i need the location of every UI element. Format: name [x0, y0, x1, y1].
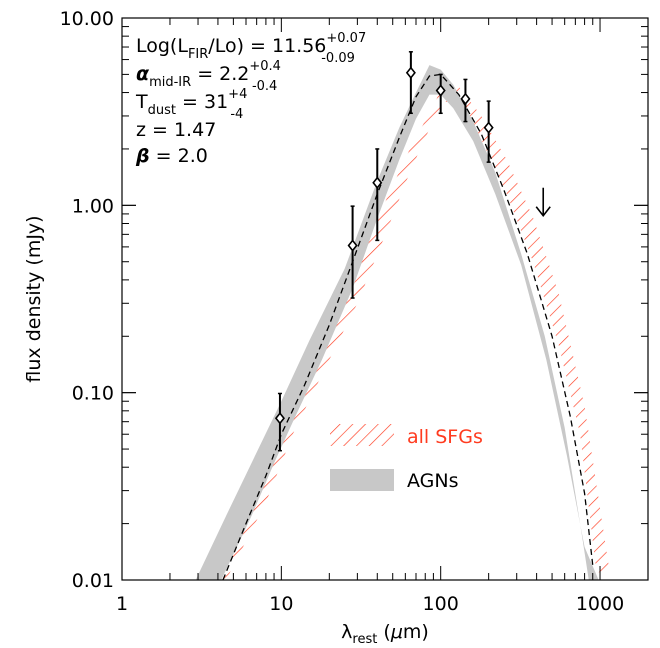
ticks-layer	[121, 17, 649, 581]
annotation-beta: β = 2.0	[135, 145, 208, 167]
agn-band	[195, 65, 599, 580]
tick-labels-layer: 1 10 100 1000 0.01 0.10 1.00 10.00	[60, 8, 625, 615]
annotation-z: z = 1.47	[136, 119, 216, 141]
y-tick-label: 1.00	[72, 195, 114, 217]
annotation-tdust: Tdust = 31+4 -4	[135, 87, 247, 122]
x-tick-label: 1000	[576, 593, 624, 615]
annotation-lfir: Log(LFIR/Lo) = 11.56+0.07 -0.09	[136, 31, 366, 66]
y-axis-label: flux density (mJy)	[23, 215, 45, 382]
y-tick-label: 10.00	[60, 8, 114, 30]
data-point-4	[435, 84, 446, 97]
model-layer	[222, 73, 594, 580]
x-axis-label: λrest (μm)	[341, 621, 429, 647]
data-point-0	[274, 411, 285, 425]
sfg-band	[198, 82, 610, 580]
data-point-5	[460, 92, 471, 106]
model-curve	[222, 73, 594, 580]
legend-swatch-agn	[330, 469, 394, 491]
upper-limit-arrow-0	[535, 206, 551, 218]
y-tick-label: 0.01	[72, 570, 114, 592]
data-point-6	[483, 121, 494, 134]
data-point-3	[405, 66, 416, 80]
y-tick-label: 0.10	[72, 383, 114, 405]
data-point-1	[347, 239, 358, 252]
plot-frame	[121, 17, 649, 581]
x-tick-label: 1	[116, 593, 128, 615]
legend-label-agn: AGNs	[407, 470, 459, 492]
bands-layer	[195, 65, 610, 580]
points-layer	[274, 51, 551, 452]
data-point-2	[372, 176, 383, 190]
legend-label-sfg: all SFGs	[407, 426, 483, 448]
x-tick-label: 10	[269, 593, 293, 615]
x-tick-label: 100	[423, 593, 459, 615]
legend: all SFGs AGNs	[330, 424, 483, 492]
annotation-alpha: αmid-IR = 2.2+0.4 -0.4	[136, 59, 281, 94]
legend-swatch-sfg	[330, 424, 394, 446]
